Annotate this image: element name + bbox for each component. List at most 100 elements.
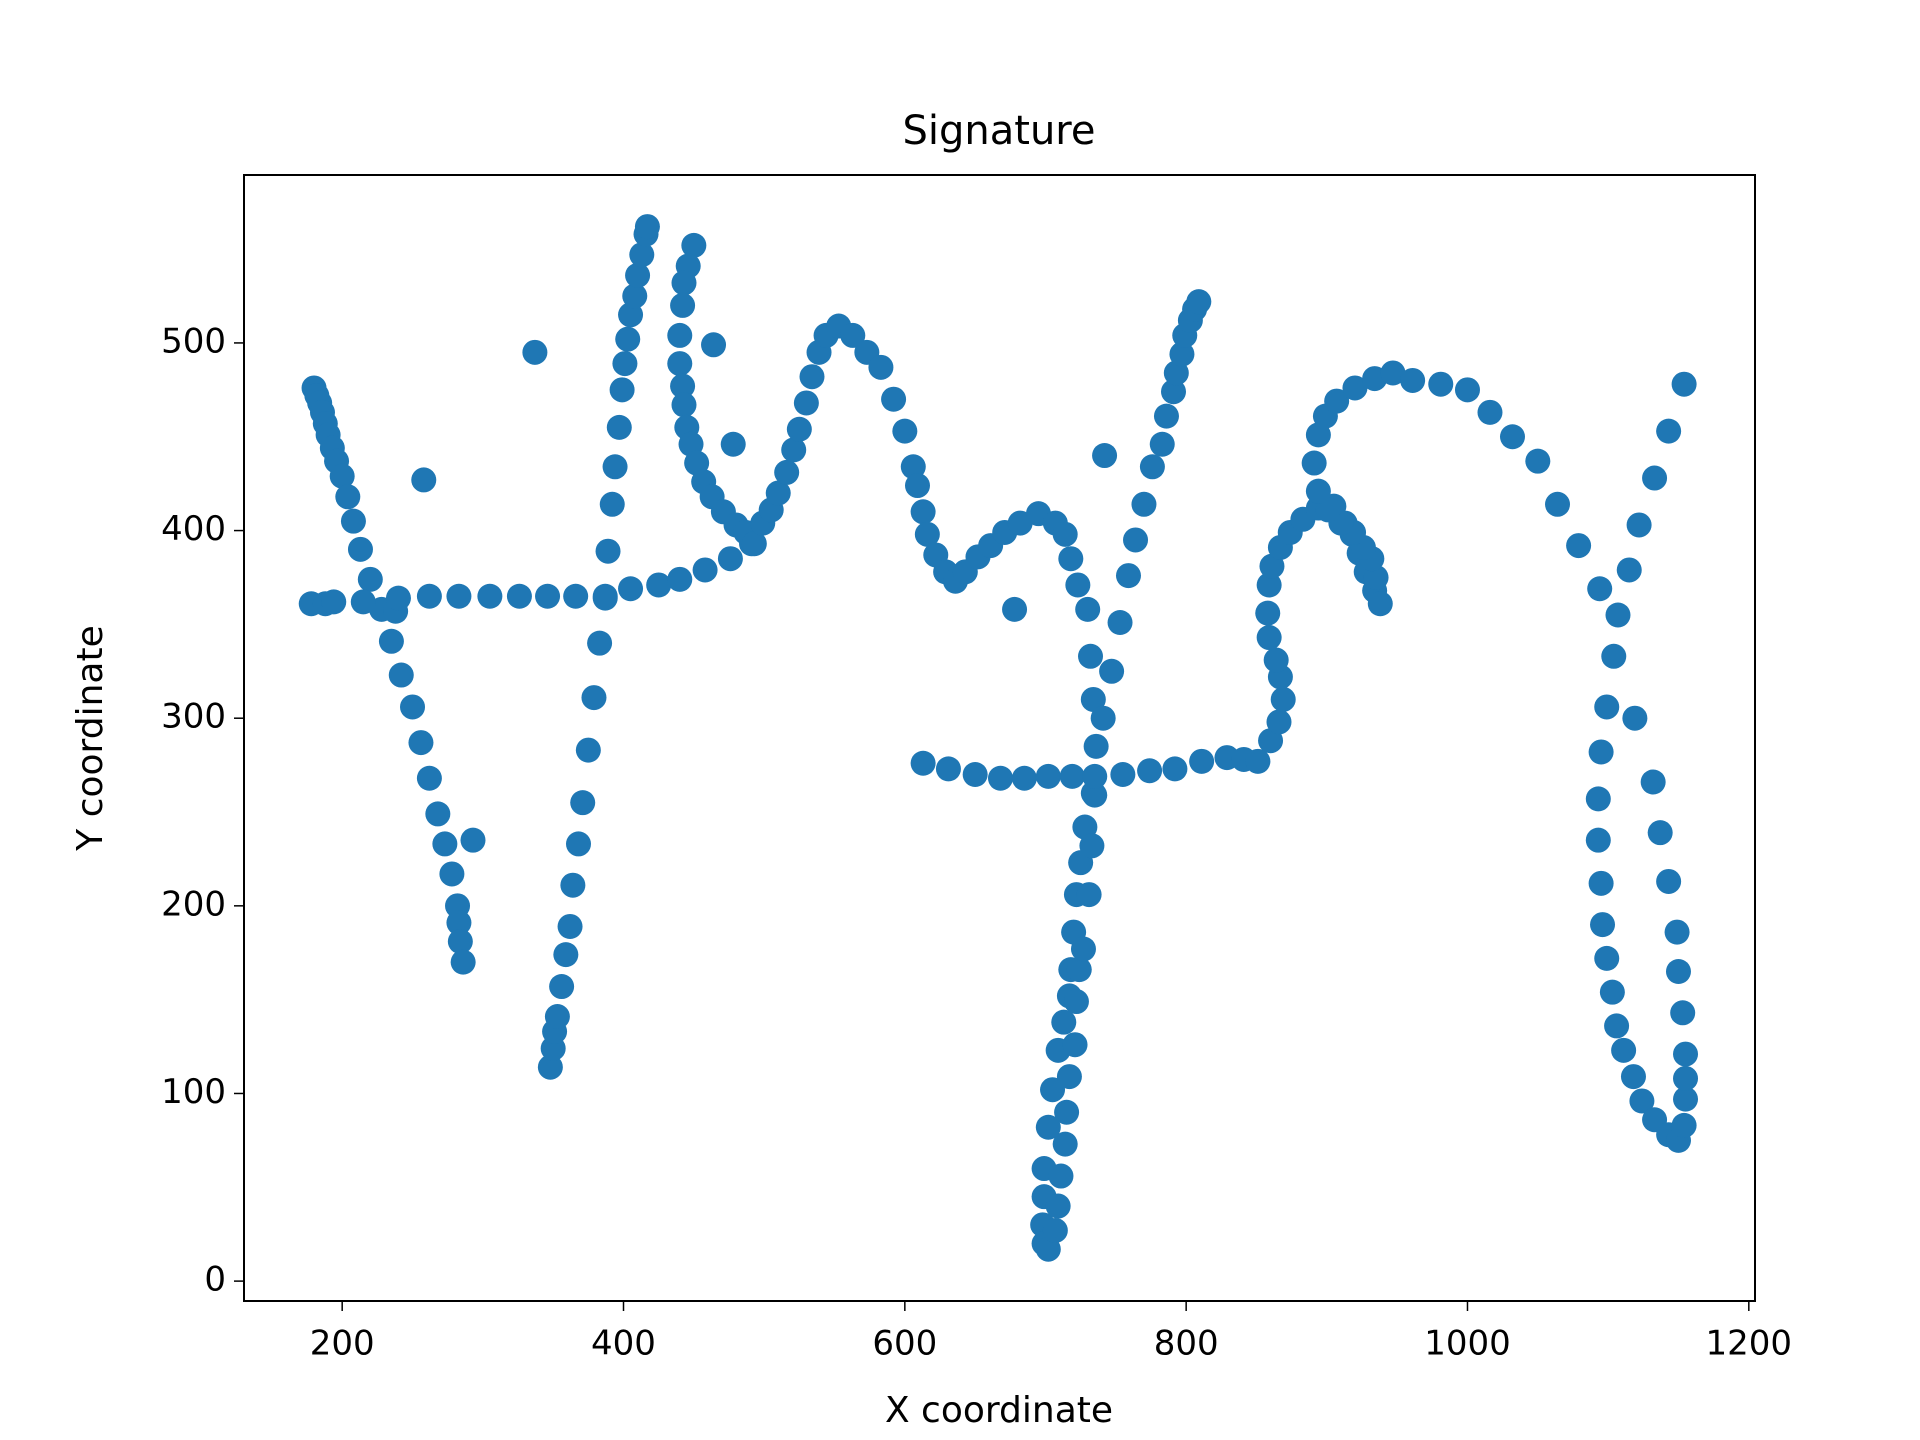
y-tick-label: 300: [161, 697, 226, 737]
scatter-point: [1115, 563, 1141, 589]
scatter-point: [446, 583, 472, 609]
scatter-point: [1525, 448, 1551, 474]
scatter-point: [1080, 686, 1106, 712]
scatter-point: [1670, 1000, 1696, 1026]
scatter-point: [400, 694, 426, 720]
scatter-point: [1059, 763, 1085, 789]
scatter-point: [612, 351, 638, 377]
scatter-point: [1585, 827, 1611, 853]
scatter-point: [378, 628, 404, 654]
scatter-point: [1656, 418, 1682, 444]
scatter-point: [1256, 572, 1282, 598]
scatter-point: [1255, 600, 1281, 626]
scatter-point: [506, 583, 532, 609]
scatter-point: [335, 484, 361, 510]
scatter-point: [411, 467, 437, 493]
scatter-point: [425, 801, 451, 827]
scatter-point: [450, 949, 476, 975]
scatter-point: [935, 756, 961, 782]
scatter-point: [1673, 1065, 1699, 1091]
scatter-point: [667, 351, 693, 377]
scatter-point: [1587, 576, 1613, 602]
scatter-point: [629, 242, 655, 268]
scatter-point: [1588, 739, 1614, 765]
scatter-point: [1656, 868, 1682, 894]
scatter-point: [840, 322, 866, 348]
scatter-point: [557, 913, 583, 939]
scatter-point: [1065, 572, 1091, 598]
scatter-point: [615, 326, 641, 352]
scatter-point: [670, 292, 696, 318]
scatter-point: [570, 790, 596, 816]
scatter-point: [1110, 761, 1136, 787]
plot-frame: [243, 174, 1756, 1302]
scatter-point: [678, 431, 704, 457]
scatter-point: [881, 386, 907, 412]
scatter-point: [900, 454, 926, 480]
scatter-point: [618, 576, 644, 602]
scatter-point: [575, 737, 601, 763]
scatter-point: [684, 450, 710, 476]
scatter-point: [622, 283, 648, 309]
chart-title: Signature: [903, 108, 1096, 154]
scatter-point: [1079, 833, 1105, 859]
scatter-point: [432, 831, 458, 857]
scatter-point: [1083, 733, 1109, 759]
x-tick-label: 600: [872, 1324, 937, 1364]
scatter-point: [671, 392, 697, 418]
scatter-point: [741, 531, 767, 557]
scatter-point: [1149, 431, 1175, 457]
scatter-point: [1072, 814, 1098, 840]
scatter-point: [1042, 1217, 1068, 1243]
scatter-point: [1078, 643, 1104, 669]
scatter-point: [701, 332, 727, 358]
scatter-point: [1160, 379, 1186, 405]
x-axis-label: X coordinate: [885, 1390, 1113, 1431]
scatter-point: [439, 861, 465, 887]
scatter-point: [1266, 709, 1292, 735]
scatter-point: [1671, 371, 1697, 397]
scatter-point: [408, 730, 434, 756]
scatter-point: [329, 463, 355, 489]
scatter-point: [1062, 1032, 1088, 1058]
scatter-point: [1186, 289, 1212, 315]
x-tick-label: 800: [1154, 1324, 1219, 1364]
scatter-point: [477, 583, 503, 609]
x-tick-label: 1200: [1706, 1324, 1793, 1364]
scatter-point: [1585, 786, 1611, 812]
scatter-point: [347, 536, 373, 562]
scatter-point: [618, 302, 644, 328]
scatter-point: [1588, 870, 1614, 896]
scatter-point: [1305, 478, 1331, 504]
scatter-point: [717, 546, 743, 572]
scatter-point: [1002, 596, 1028, 622]
scatter-point: [793, 390, 819, 416]
scatter-point: [1620, 1064, 1646, 1090]
scatter-point: [565, 831, 591, 857]
scatter-point: [1052, 1131, 1078, 1157]
scatter-point: [720, 431, 746, 457]
scatter-point: [587, 630, 613, 656]
y-tick-label: 500: [161, 321, 226, 361]
x-tick-label: 1000: [1424, 1324, 1511, 1364]
scatter-point: [447, 928, 473, 954]
scatter-point: [1051, 1009, 1077, 1035]
scatter-point: [1045, 1193, 1071, 1219]
x-tick-label: 400: [591, 1324, 656, 1364]
scatter-point: [1545, 491, 1571, 517]
scatter-point: [1139, 454, 1165, 480]
scatter-point: [1622, 705, 1648, 731]
scatter-point: [1594, 694, 1620, 720]
scatter-point: [1270, 686, 1296, 712]
scatter-point: [1245, 748, 1271, 774]
scatter-point: [522, 339, 548, 365]
scatter-point: [1163, 360, 1189, 386]
scatter-point: [560, 872, 586, 898]
scatter-point: [460, 827, 486, 853]
scatter-point: [1082, 763, 1108, 789]
scatter-point: [385, 585, 411, 611]
scatter-point: [416, 583, 442, 609]
scatter-point: [1642, 465, 1668, 491]
